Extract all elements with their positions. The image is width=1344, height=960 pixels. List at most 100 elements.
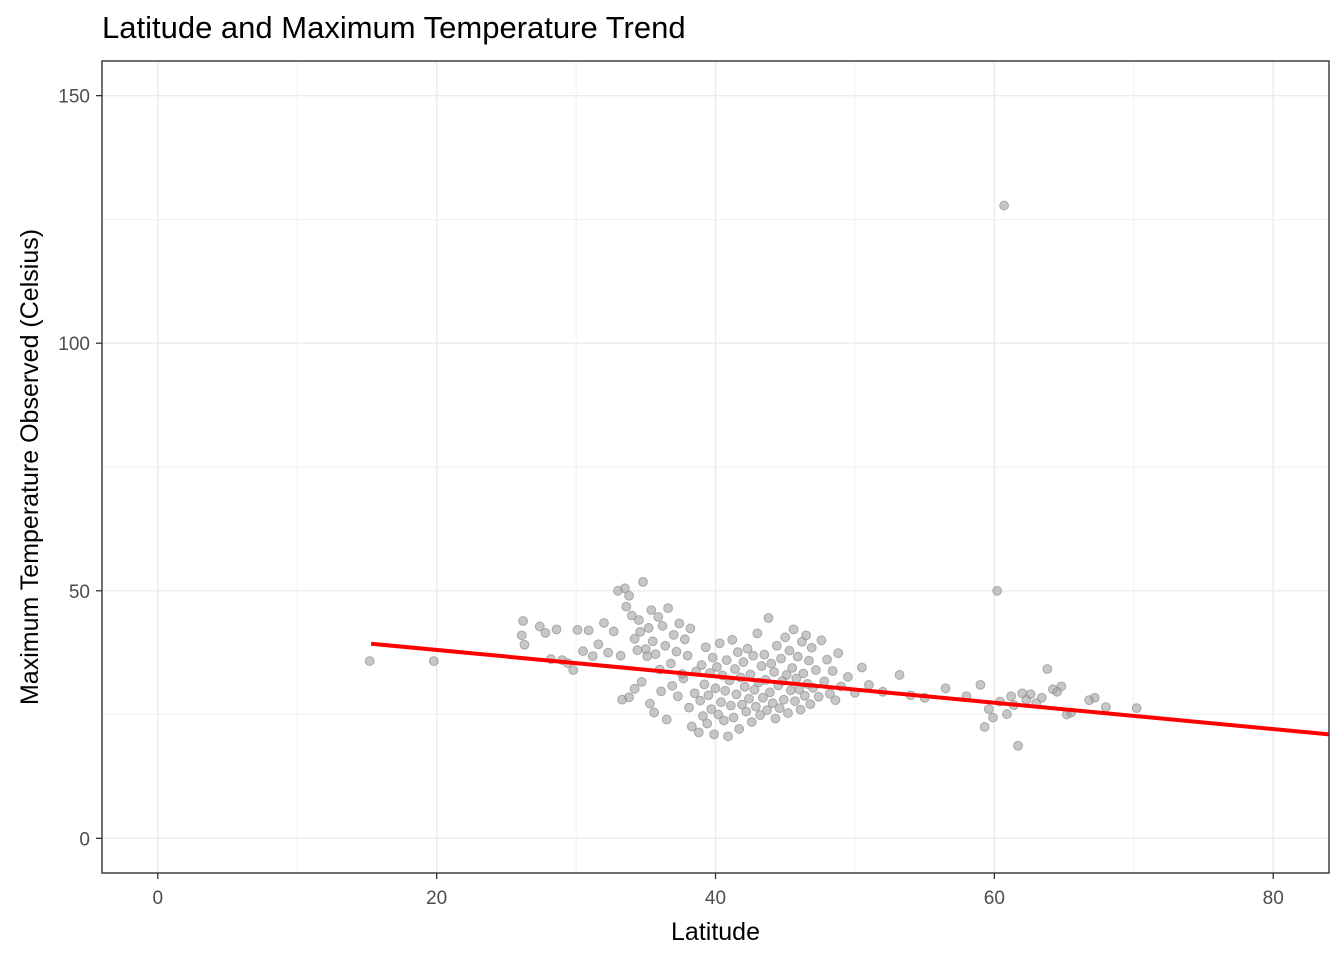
data-point bbox=[629, 683, 640, 694]
data-point bbox=[718, 715, 729, 726]
data-point bbox=[1089, 692, 1100, 703]
data-point bbox=[711, 662, 722, 672]
data-point bbox=[578, 646, 588, 657]
data-point bbox=[608, 626, 619, 637]
y-tick-label: 0 bbox=[79, 829, 90, 850]
y-tick-label: 100 bbox=[58, 334, 90, 355]
axis-ticks: 0 20 40 60 80 0 50 100 150 bbox=[58, 87, 1284, 909]
data-point bbox=[583, 625, 594, 636]
data-point bbox=[635, 626, 646, 637]
data-point bbox=[806, 642, 817, 653]
data-point bbox=[709, 729, 720, 740]
data-point bbox=[744, 693, 754, 704]
data-point bbox=[428, 656, 439, 666]
data-point bbox=[748, 650, 759, 661]
data-point bbox=[863, 679, 874, 690]
data-point bbox=[706, 704, 717, 715]
data-point bbox=[769, 667, 779, 677]
y-tick-label: 50 bbox=[69, 582, 90, 603]
data-point bbox=[746, 717, 757, 727]
data-point bbox=[805, 699, 816, 710]
data-point bbox=[700, 642, 711, 653]
data-point bbox=[979, 722, 990, 732]
data-point bbox=[731, 689, 742, 700]
data-point bbox=[738, 657, 749, 667]
data-point bbox=[364, 656, 375, 666]
data-point bbox=[636, 676, 647, 687]
data-point bbox=[762, 705, 772, 716]
data-point bbox=[756, 661, 767, 671]
data-point bbox=[1025, 689, 1036, 700]
data-point bbox=[534, 621, 545, 632]
data-point bbox=[751, 701, 761, 712]
grid bbox=[102, 61, 1329, 873]
data-point bbox=[653, 612, 664, 622]
data-point bbox=[975, 679, 986, 690]
data-point bbox=[720, 685, 731, 696]
x-tick-label: 0 bbox=[152, 888, 163, 909]
data-point bbox=[599, 618, 609, 628]
data-point bbox=[624, 590, 634, 601]
data-point bbox=[992, 585, 1003, 596]
data-point bbox=[663, 603, 673, 614]
data-point bbox=[799, 690, 810, 701]
data-point bbox=[792, 651, 803, 662]
data-point bbox=[798, 668, 809, 679]
data-point bbox=[894, 670, 905, 680]
data-point bbox=[686, 721, 697, 732]
data-point bbox=[619, 583, 630, 594]
data-point bbox=[822, 654, 832, 665]
data-point bbox=[940, 683, 951, 694]
data-point bbox=[830, 695, 841, 706]
data-point bbox=[699, 679, 710, 690]
data-points bbox=[364, 200, 1142, 751]
data-point bbox=[787, 663, 798, 673]
data-point bbox=[766, 658, 777, 669]
data-point bbox=[685, 623, 696, 634]
data-point bbox=[660, 640, 671, 651]
data-point bbox=[758, 692, 768, 703]
data-point bbox=[813, 691, 824, 702]
data-point bbox=[615, 650, 626, 661]
data-point bbox=[767, 698, 778, 709]
data-point bbox=[783, 708, 793, 718]
data-point bbox=[833, 648, 844, 659]
data-point bbox=[518, 616, 528, 626]
data-point bbox=[714, 638, 725, 649]
data-point bbox=[781, 670, 792, 680]
data-point bbox=[730, 664, 740, 674]
data-point bbox=[626, 610, 637, 621]
data-point bbox=[698, 711, 708, 721]
data-point bbox=[983, 704, 994, 715]
trend-line bbox=[370, 641, 1330, 737]
data-point bbox=[624, 692, 634, 703]
data-point bbox=[857, 662, 867, 673]
x-tick-label: 80 bbox=[1263, 888, 1284, 909]
data-point bbox=[519, 639, 530, 650]
data-point bbox=[671, 646, 682, 657]
data-point bbox=[728, 712, 739, 723]
data-point bbox=[732, 647, 743, 658]
data-point bbox=[742, 643, 753, 654]
data-point bbox=[790, 696, 800, 707]
data-point bbox=[816, 635, 827, 646]
data-point bbox=[572, 624, 583, 635]
data-point bbox=[771, 640, 782, 651]
data-point bbox=[725, 700, 736, 711]
data-point bbox=[1101, 702, 1111, 713]
data-point bbox=[785, 685, 796, 696]
data-point bbox=[593, 639, 604, 650]
data-point bbox=[695, 695, 706, 706]
chart-title: Latitude and Maximum Temperature Trend bbox=[102, 10, 686, 45]
data-point bbox=[741, 706, 752, 717]
data-point bbox=[721, 655, 732, 665]
data-point bbox=[776, 653, 786, 664]
data-point bbox=[668, 629, 679, 640]
data-point bbox=[516, 630, 527, 641]
data-point bbox=[603, 647, 614, 658]
data-point bbox=[661, 714, 672, 725]
data-point bbox=[702, 718, 713, 729]
data-point bbox=[778, 694, 789, 705]
data-point bbox=[540, 627, 551, 638]
data-point bbox=[682, 650, 693, 661]
